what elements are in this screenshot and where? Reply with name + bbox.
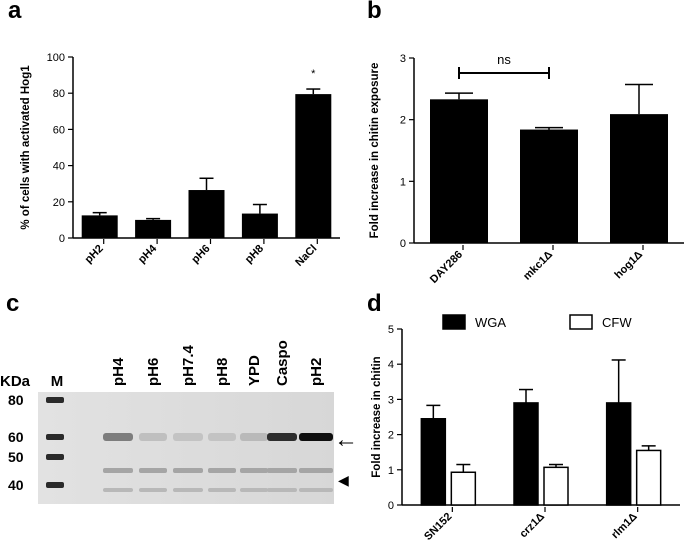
chart-d-legend-label-wga: WGA <box>475 315 506 330</box>
blot-marker-band <box>46 482 64 488</box>
chart-a-ytick-label: 20 <box>53 197 65 209</box>
chart-a-bar <box>241 213 278 238</box>
blot-marker-label: 80 <box>8 392 24 408</box>
panel-d-letter: d <box>367 290 382 317</box>
blot-band-lower <box>208 468 236 473</box>
chart-a-bar <box>188 190 225 238</box>
chart-d-ytick-label: 4 <box>388 359 394 371</box>
blot-marker-label: 40 <box>8 477 24 493</box>
chart-a-y-axis-label: % of cells with activated Hog1 <box>20 65 32 230</box>
chart-d-ytick-label: 0 <box>388 500 394 512</box>
chart-a-ytick-label: 60 <box>53 124 65 136</box>
blot-band-60kda <box>139 433 167 441</box>
blot-marker-label: 60 <box>8 429 24 445</box>
panel-b-letter: b <box>367 0 382 24</box>
blot-band-lower <box>139 468 167 473</box>
blot-membrane <box>38 392 334 504</box>
blot-marker-label: 50 <box>8 449 24 465</box>
chart-d-legend-swatch-wga <box>442 314 466 330</box>
blot-band-low <box>173 488 203 492</box>
blot-band-lower <box>240 468 268 473</box>
blot-band-low <box>299 488 333 492</box>
chart-b-bar <box>430 99 488 243</box>
blot-band-low <box>208 488 236 492</box>
chart-b-ns-label: ns <box>497 52 511 67</box>
blot-marker-band <box>46 397 64 403</box>
chart-d-ytick-label: 1 <box>388 465 394 477</box>
chart-d-bar-wga <box>605 402 632 506</box>
chart-b-ytick-label: 3 <box>400 53 406 65</box>
blot-band-low <box>103 488 133 492</box>
chart-d-y-axis-label: Fold increase in chitin <box>371 356 383 477</box>
chart-a-bar <box>295 94 332 238</box>
chart-a-ytick-label: 40 <box>53 161 65 173</box>
blot-unit-label: KDa <box>0 373 31 390</box>
blot-lane-label: pH4 <box>110 357 127 386</box>
blot-band-60kda <box>173 433 203 441</box>
chart-b-bar <box>520 129 578 243</box>
blot-lane-label-marker: M <box>51 373 64 390</box>
chart-b-bar <box>610 114 668 243</box>
blot-band-lower <box>173 468 203 473</box>
chart-b-ytick-label: 2 <box>400 115 406 127</box>
blot-band-low <box>267 488 297 492</box>
blot-arrowhead-icon: ◀ <box>338 472 349 488</box>
chart-a-bar <box>135 219 172 238</box>
blot-lane-label: pH2 <box>308 358 325 386</box>
chart-a-ytick-label: 0 <box>59 233 65 245</box>
blot-band-60kda <box>267 433 297 441</box>
blot-lane-label: pH7.4 <box>180 344 197 386</box>
chart-a-ytick-label: 100 <box>47 52 65 64</box>
blot-band-60kda <box>103 433 133 441</box>
blot-band-low <box>240 488 268 492</box>
panel-c-letter: c <box>6 290 20 317</box>
chart-d-bar-wga <box>513 402 539 506</box>
chart-a-ytick-label: 80 <box>53 88 65 100</box>
chart-d-bar-cfw <box>543 466 569 506</box>
blot-band-lower <box>103 468 133 473</box>
chart-b-ytick-label: 1 <box>400 176 406 188</box>
blot-arrow-icon: ← <box>334 426 358 453</box>
chart-d-legend-swatch-cfw <box>569 314 593 330</box>
blot-lane-label: Caspo <box>274 340 291 386</box>
chart-d-ytick-label: 5 <box>388 324 394 336</box>
blot-band-lower <box>299 468 333 473</box>
blot-marker-band <box>46 454 64 460</box>
chart-d-ytick-label: 2 <box>388 430 394 442</box>
blot-band-60kda <box>208 433 236 441</box>
chart-d-ytick-label: 3 <box>388 394 394 406</box>
blot-band-60kda <box>299 433 333 441</box>
blot-band-60kda <box>240 433 268 441</box>
blot-band-low <box>139 488 167 492</box>
blot-lane-label: YPD <box>246 355 263 386</box>
panel-a-letter: a <box>8 0 22 24</box>
blot-marker-band <box>46 434 64 440</box>
chart-a-bar <box>81 215 118 238</box>
chart-b-y-axis-label: Fold increase in chitin exposure <box>369 63 381 239</box>
blot-lane-label: pH8 <box>214 358 231 386</box>
chart-b-ytick-label: 0 <box>400 238 406 250</box>
chart-d-legend-label-cfw: CFW <box>602 315 632 330</box>
blot-lane-label: pH6 <box>145 358 162 386</box>
chart-a-significance-star: * <box>311 68 316 80</box>
blot-band-lower <box>267 468 297 473</box>
